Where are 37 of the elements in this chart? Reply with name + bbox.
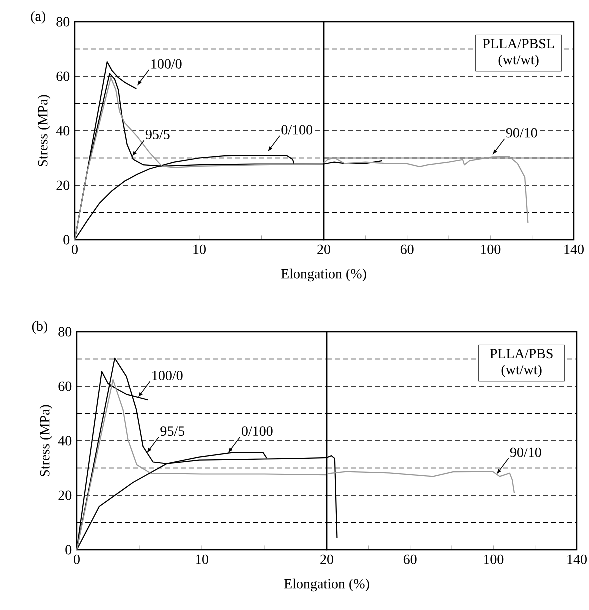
x-tick-label: 100 <box>484 554 504 564</box>
y-tick-label: 60 <box>58 382 72 392</box>
annotation: PLLA/PBSL (wt/wt) <box>483 39 554 68</box>
chart-title: (b) <box>32 321 48 334</box>
annotation: 90/10 <box>506 128 538 138</box>
y-tick-label: 20 <box>56 180 70 190</box>
annotation: PLLA/PBS (wt/wt) <box>490 349 553 378</box>
y-axis-title: Stress (MPa) <box>40 405 53 476</box>
x-tick-label: 140 <box>568 554 587 564</box>
annotation: 95/5 <box>160 426 185 436</box>
y-tick-label: 80 <box>56 17 70 27</box>
x-axis-title: Elongation (%) <box>281 268 366 282</box>
y-tick-label: 0 <box>66 545 72 555</box>
annotation: 100/0 <box>152 59 182 69</box>
y-axis-title: Stress (MPa) <box>38 95 51 166</box>
annotation: 0/100 <box>282 125 313 135</box>
x-axis-title: Elongation (%) <box>284 578 370 592</box>
y-tick-label: 40 <box>56 126 70 136</box>
x-tick-label: 100 <box>481 244 501 254</box>
x-tick-label: 20 <box>320 554 334 564</box>
annotation: 0/100 <box>242 426 273 436</box>
x-tick-label: 20 <box>318 244 330 254</box>
y-tick-label: 0 <box>64 235 70 245</box>
annotation: 100/0 <box>152 371 183 380</box>
x-tick-label: 10 <box>196 554 208 564</box>
annotation: 95/5 <box>146 130 170 140</box>
y-tick-label: 40 <box>58 436 72 446</box>
y-tick-label: 20 <box>58 490 72 500</box>
y-tick-label: 60 <box>56 72 70 82</box>
x-tick-label: 140 <box>564 244 584 254</box>
x-tick-label: 60 <box>400 244 414 254</box>
annotation: 90/10 <box>510 448 542 458</box>
x-tick-label: 60 <box>404 554 417 564</box>
x-tick-label: 10 <box>194 244 206 254</box>
y-tick-label: 80 <box>58 327 72 337</box>
x-tick-label: 0 <box>74 554 80 564</box>
chart-title: (a) <box>31 11 46 24</box>
